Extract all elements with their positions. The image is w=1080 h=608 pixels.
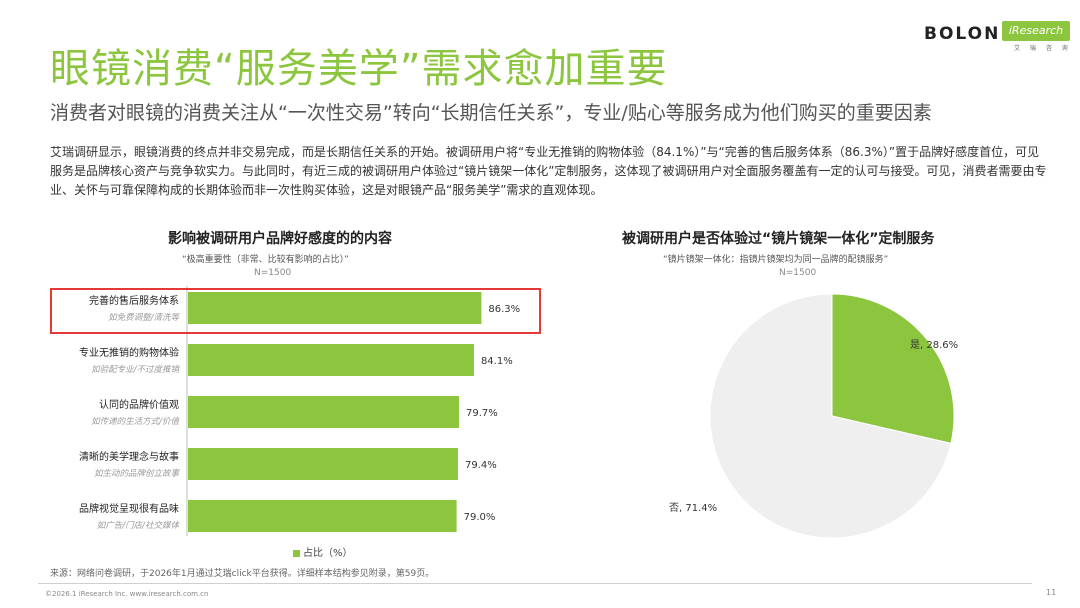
iresearch-logo: iResearch	[1002, 21, 1070, 41]
copyright: ©2026.1 iResearch Inc. www.iresearch.com…	[45, 590, 209, 598]
bolon-logo: BOLON	[924, 24, 1001, 44]
bar-value-label: 86.3%	[488, 304, 520, 315]
pie-slice-no	[709, 293, 952, 539]
highlight-box	[50, 288, 541, 334]
pie-chart-note: “镜片镜架一体化：指镜片镜架均为同一品牌的配镜服务”	[663, 255, 889, 265]
pie-chart-title: 被调研用户是否体验过“镜片镜架一体化”定制服务	[622, 231, 935, 247]
page-title: 眼镜消费“服务美学”需求愈加重要	[50, 46, 668, 92]
intro-paragraph: 艾瑞调研显示，眼镜消费的终点并非交易完成，而是长期信任关系的开始。被调研用户将“…	[50, 145, 1047, 197]
category-note: 如传递的生活方式/价值	[91, 416, 180, 427]
category-note: 如免费调整/清洗等	[108, 312, 180, 323]
source-note: 来源：网络问卷调研，于2026年1月通过艾瑞click平台获得。详细样本结构参见…	[50, 569, 435, 579]
bar-chart-legend: 占比（%）	[293, 544, 353, 559]
page-subtitle: 消费者对眼镜的消费关注从“一次性交易”转向“长期信任关系”，专业/贴心等服务成为…	[50, 102, 932, 124]
bar-value-label: 79.0%	[464, 512, 496, 523]
legend-label: 占比（%）	[303, 548, 353, 559]
bar-chart-sample-size: N=1500	[254, 268, 292, 278]
bar-value-label: 79.7%	[466, 408, 498, 419]
pie-chart: 是, 28.6% 否, 71.4%	[669, 293, 958, 539]
category-label: 品牌视觉呈现很有品味	[79, 502, 179, 515]
pie-chart-sample-size: N=1500	[779, 268, 817, 278]
page-number: 11	[1046, 588, 1057, 597]
bar-value-label: 79.4%	[465, 460, 497, 471]
category-label: 认同的品牌价值观	[99, 398, 179, 411]
category-note: 如生动的品牌创立故事	[94, 468, 181, 479]
category-note: 如广告/门店/社交媒体	[97, 520, 181, 531]
bar-chart-title: 影响被调研用户品牌好感度的的内容	[168, 231, 392, 247]
category-label: 清晰的美学理念与故事	[79, 450, 179, 463]
bar	[188, 500, 457, 532]
legend-swatch	[293, 549, 300, 557]
bar	[188, 344, 474, 376]
bar-value-label: 84.1%	[481, 356, 513, 367]
iresearch-logo-subtext: 艾 瑞 咨 询	[1014, 45, 1072, 52]
category-note: 如验配专业/不过度推销	[91, 364, 180, 375]
footer-divider	[38, 583, 1032, 584]
bar-chart-note: “极高重要性（非常、比较有影响的占比）”	[182, 255, 349, 265]
bar	[188, 396, 459, 428]
category-label: 专业无推销的购物体验	[79, 346, 179, 359]
bar	[188, 292, 482, 324]
pie-slice-yes	[831, 293, 955, 444]
pie-label-yes: 是, 28.6%	[910, 339, 958, 351]
bar	[188, 448, 458, 480]
category-label: 完善的售后服务体系	[89, 294, 179, 307]
pie-label-no: 否, 71.4%	[669, 502, 717, 514]
